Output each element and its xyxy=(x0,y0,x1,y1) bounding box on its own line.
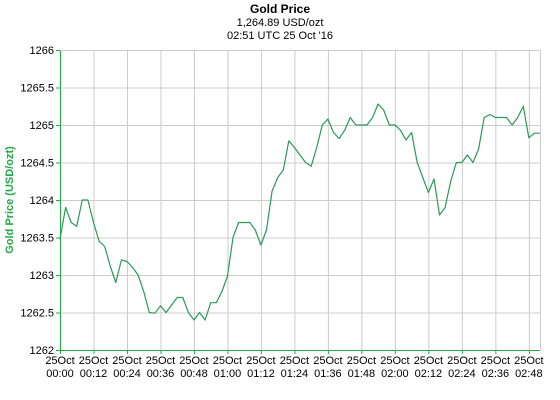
x-tick-date-label: 25Oct xyxy=(514,355,543,367)
price-series-line xyxy=(59,103,540,321)
y-tick-label: 1262 xyxy=(30,345,54,357)
y-tick-label: 1264 xyxy=(30,195,54,207)
x-tick-date-label: 25Oct xyxy=(447,355,476,367)
x-tick-time-label: 00:48 xyxy=(180,368,208,380)
axis-layer xyxy=(56,50,541,354)
x-tick-date-label: 25Oct xyxy=(179,355,208,367)
x-tick-time-label: 01:36 xyxy=(314,368,342,380)
x-tick-date-label: 25Oct xyxy=(45,355,74,367)
x-tick-time-label: 01:12 xyxy=(247,368,275,380)
x-tick-date-label: 25Oct xyxy=(79,355,108,367)
x-tick-date-label: 25Oct xyxy=(313,355,342,367)
y-tick-label: 1263 xyxy=(30,270,54,282)
y-tick-label: 1264.5 xyxy=(20,158,54,170)
x-tick-time-label: 02:12 xyxy=(415,368,443,380)
series-layer xyxy=(59,103,540,321)
timestamp-label: 02:51 UTC 25 Oct '16 xyxy=(227,30,333,42)
x-tick-time-label: 02:48 xyxy=(515,368,543,380)
x-tick-date-label: 25Oct xyxy=(347,355,376,367)
y-axis-label: Gold Price (USD/ozt) xyxy=(4,146,16,254)
chart-title: Gold Price xyxy=(250,2,310,16)
x-tick-date-label: 25Oct xyxy=(414,355,443,367)
current-price-label: 1,264.89 USD/ozt xyxy=(237,17,324,29)
x-tick-date-label: 25Oct xyxy=(280,355,309,367)
x-tick-date-label: 25Oct xyxy=(380,355,409,367)
x-tick-time-label: 00:12 xyxy=(80,368,108,380)
x-tick-date-label: 25Oct xyxy=(481,355,510,367)
y-tick-label: 1266 xyxy=(30,45,54,57)
x-tick-date-label: 25Oct xyxy=(213,355,242,367)
x-tick-date-label: 25Oct xyxy=(146,355,175,367)
x-tick-time-label: 01:00 xyxy=(214,368,242,380)
tick-label-layer: 1262 1262.5 1263 1263.5 1264 1264.5 1265 1265.5… xyxy=(20,45,543,380)
x-tick-time-label: 02:36 xyxy=(482,368,510,380)
x-tick-time-label: 00:24 xyxy=(113,368,141,380)
y-tick-label: 1265 xyxy=(30,120,54,132)
x-tick-time-label: 02:24 xyxy=(448,368,476,380)
grid-layer xyxy=(60,50,540,351)
y-tick-label: 1262.5 xyxy=(20,308,54,320)
x-tick-time-label: 00:36 xyxy=(147,368,175,380)
x-tick-time-label: 00:00 xyxy=(46,368,74,380)
x-tick-time-label: 01:24 xyxy=(281,368,309,380)
y-tick-label: 1265.5 xyxy=(20,83,54,95)
y-tick-label: 1263.5 xyxy=(20,233,54,245)
x-tick-date-label: 25Oct xyxy=(246,355,275,367)
x-tick-time-label: 01:48 xyxy=(348,368,376,380)
x-tick-date-label: 25Oct xyxy=(112,355,141,367)
x-tick-time-label: 02:00 xyxy=(381,368,409,380)
